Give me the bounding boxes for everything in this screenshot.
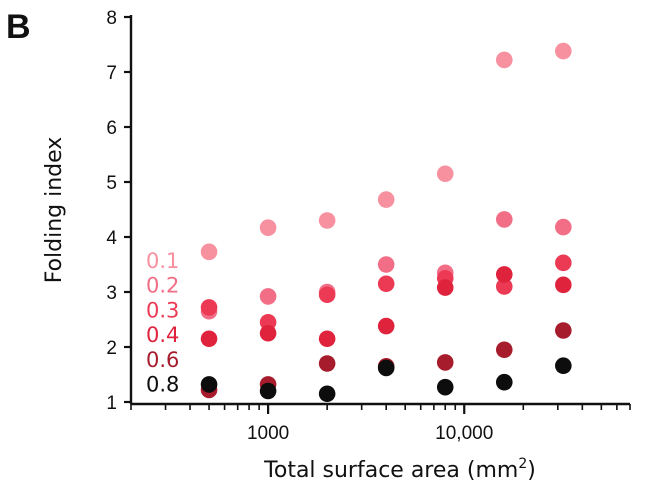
x-axis-title-superscript: 2 <box>518 456 527 472</box>
y-tick-label: 3 <box>106 283 117 304</box>
legend: 0.10.20.30.40.60.8 <box>146 249 179 397</box>
legend-label: 0.3 <box>146 298 179 322</box>
y-tick-label: 1 <box>106 393 117 414</box>
legend-label: 0.4 <box>146 323 179 347</box>
x-axis-ticks: 1000 10,000 <box>130 404 631 444</box>
y-tick-label: 7 <box>106 63 117 84</box>
data-point <box>555 218 572 236</box>
x-tick-label: 1000 <box>247 423 289 444</box>
y-tick-label: 4 <box>106 228 117 249</box>
x-axis-title-close: ) <box>527 458 536 483</box>
data-point <box>495 278 513 295</box>
data-point <box>555 254 572 272</box>
series-0-2 <box>200 211 572 320</box>
legend-label: 0.2 <box>146 274 179 298</box>
x-tick-label: 10,000 <box>435 423 493 444</box>
x-axis-title-main: Total surface area (mm <box>263 458 518 483</box>
data-point <box>200 330 218 348</box>
data-point <box>555 357 572 375</box>
data-point <box>377 317 395 335</box>
y-axis-title: Folding index <box>42 137 67 284</box>
data-point <box>259 288 277 305</box>
panel-label: B <box>6 8 31 46</box>
data-point <box>318 212 336 229</box>
data-point <box>259 324 277 342</box>
data-point <box>200 376 218 393</box>
data-point <box>200 243 218 261</box>
data-points <box>200 42 572 403</box>
x-axis-title: Total surface area (mm2) <box>263 456 536 483</box>
data-point <box>555 42 572 60</box>
data-point <box>436 165 454 183</box>
series-0-4 <box>200 266 572 348</box>
y-tick-label: 6 <box>106 118 117 139</box>
data-point <box>436 279 454 296</box>
data-point <box>318 330 336 348</box>
data-point <box>495 373 513 391</box>
data-point <box>495 211 513 228</box>
y-tick-label: 8 <box>106 8 117 29</box>
data-point <box>318 385 336 403</box>
data-point <box>318 355 336 372</box>
legend-label: 0.8 <box>146 373 179 397</box>
data-point <box>436 354 454 371</box>
data-point <box>495 266 513 283</box>
data-point <box>377 359 395 377</box>
data-point <box>259 382 277 400</box>
y-tick-label: 5 <box>106 173 117 194</box>
data-point <box>555 322 572 339</box>
legend-label: 0.1 <box>146 249 179 273</box>
legend-label: 0.6 <box>146 348 179 372</box>
series-0-8 <box>200 357 572 403</box>
data-point <box>377 256 395 273</box>
data-point <box>259 219 277 236</box>
data-point <box>318 286 336 304</box>
series-0-1 <box>200 42 572 261</box>
data-point <box>495 341 513 359</box>
data-point <box>377 275 395 293</box>
data-point <box>200 299 218 316</box>
data-point <box>555 276 572 294</box>
data-point <box>495 51 513 69</box>
y-tick-label: 2 <box>106 338 117 359</box>
data-point <box>436 378 454 396</box>
data-point <box>377 191 395 208</box>
y-axis-ticks: 1 2 3 4 5 6 7 8 <box>106 8 131 414</box>
